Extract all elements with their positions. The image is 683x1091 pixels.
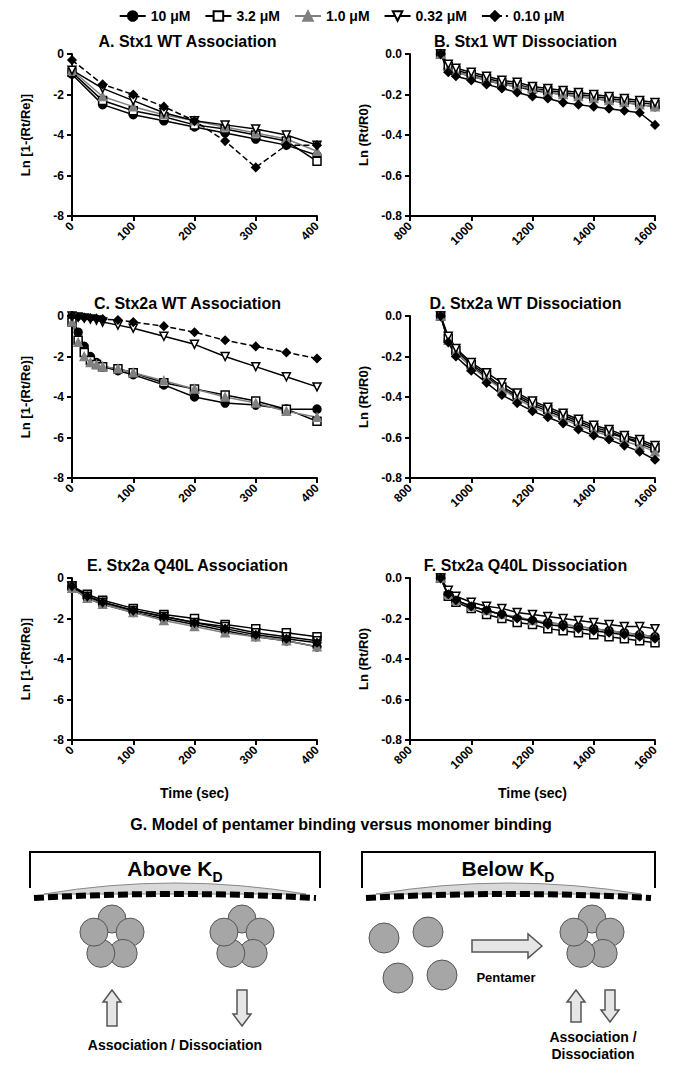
svg-text:-0.2: -0.2 bbox=[381, 350, 402, 364]
svg-text:400: 400 bbox=[298, 481, 322, 505]
svg-text:Association /: Association / bbox=[549, 1029, 636, 1045]
svg-text:1600: 1600 bbox=[631, 743, 660, 772]
svg-text:-8: -8 bbox=[53, 733, 64, 747]
svg-text:100: 100 bbox=[114, 743, 138, 767]
svg-text:0: 0 bbox=[62, 219, 77, 234]
svg-text:1400: 1400 bbox=[570, 481, 599, 510]
svg-text:300: 300 bbox=[237, 219, 261, 243]
svg-text:Ln (Rt/R0): Ln (Rt/R0) bbox=[356, 104, 371, 166]
svg-text:-8: -8 bbox=[53, 209, 64, 223]
svg-text:10 μM: 10 μM bbox=[151, 8, 191, 24]
svg-text:800: 800 bbox=[391, 743, 415, 767]
svg-text:-0.4: -0.4 bbox=[381, 390, 402, 404]
svg-text:800: 800 bbox=[391, 481, 415, 505]
svg-text:1.0 μM: 1.0 μM bbox=[326, 8, 370, 24]
svg-text:-2: -2 bbox=[53, 88, 64, 102]
svg-text:100: 100 bbox=[114, 481, 138, 505]
svg-text:0.0: 0.0 bbox=[385, 571, 402, 585]
svg-text:-0.6: -0.6 bbox=[381, 169, 402, 183]
svg-text:Ln (Rt/R0): Ln (Rt/R0) bbox=[356, 366, 371, 428]
svg-text:0: 0 bbox=[62, 481, 77, 496]
svg-text:400: 400 bbox=[298, 219, 322, 243]
svg-text:-0.6: -0.6 bbox=[381, 431, 402, 445]
svg-text:Ln [1-(Rt/Re)]: Ln [1-(Rt/Re)] bbox=[18, 356, 33, 438]
svg-text:-2: -2 bbox=[53, 612, 64, 626]
svg-text:300: 300 bbox=[237, 481, 261, 505]
svg-text:E. Stx2a Q40L Association: E. Stx2a Q40L Association bbox=[87, 557, 288, 574]
svg-text:Association / Dissociation: Association / Dissociation bbox=[88, 1037, 262, 1053]
svg-text:1600: 1600 bbox=[631, 481, 660, 510]
svg-text:0: 0 bbox=[57, 309, 64, 323]
svg-text:-0.4: -0.4 bbox=[381, 652, 402, 666]
svg-text:0.10 μM: 0.10 μM bbox=[513, 8, 564, 24]
svg-text:0.32 μM: 0.32 μM bbox=[416, 8, 467, 24]
svg-text:-0.4: -0.4 bbox=[381, 128, 402, 142]
svg-text:-0.2: -0.2 bbox=[381, 612, 402, 626]
svg-text:1400: 1400 bbox=[570, 219, 599, 248]
svg-text:-2: -2 bbox=[53, 350, 64, 364]
svg-text:200: 200 bbox=[175, 481, 199, 505]
svg-text:0.0: 0.0 bbox=[385, 309, 402, 323]
svg-text:-0.6: -0.6 bbox=[381, 693, 402, 707]
svg-text:-8: -8 bbox=[53, 471, 64, 485]
svg-text:Dissociation: Dissociation bbox=[551, 1046, 634, 1062]
svg-text:-6: -6 bbox=[53, 169, 64, 183]
svg-text:200: 200 bbox=[175, 743, 199, 767]
svg-text:1200: 1200 bbox=[509, 481, 538, 510]
svg-text:0: 0 bbox=[62, 743, 77, 758]
svg-text:Time (sec): Time (sec) bbox=[498, 785, 567, 801]
svg-text:B. Stx1 WT Dissociation: B. Stx1 WT Dissociation bbox=[434, 33, 617, 50]
svg-text:-0.2: -0.2 bbox=[381, 88, 402, 102]
svg-text:Ln [1-(Rt/Re)]: Ln [1-(Rt/Re)] bbox=[18, 618, 33, 700]
svg-text:-4: -4 bbox=[53, 390, 64, 404]
svg-text:400: 400 bbox=[298, 743, 322, 767]
svg-text:-0.8: -0.8 bbox=[381, 209, 402, 223]
svg-text:Time (sec): Time (sec) bbox=[160, 785, 229, 801]
svg-text:Below KD: Below KD bbox=[462, 857, 555, 885]
svg-text:300: 300 bbox=[237, 743, 261, 767]
svg-text:-0.8: -0.8 bbox=[381, 471, 402, 485]
svg-text:1600: 1600 bbox=[631, 219, 660, 248]
svg-text:Ln (Rt/R0): Ln (Rt/R0) bbox=[356, 628, 371, 690]
svg-text:D. Stx2a WT Dissociation: D. Stx2a WT Dissociation bbox=[429, 295, 621, 312]
svg-text:0: 0 bbox=[57, 47, 64, 61]
svg-text:-4: -4 bbox=[53, 128, 64, 142]
svg-text:-6: -6 bbox=[53, 693, 64, 707]
svg-text:0: 0 bbox=[57, 571, 64, 585]
svg-text:1000: 1000 bbox=[447, 743, 476, 772]
svg-text:-4: -4 bbox=[53, 652, 64, 666]
svg-text:Above KD: Above KD bbox=[127, 857, 222, 885]
svg-text:F. Stx2a Q40L Dissociation: F. Stx2a Q40L Dissociation bbox=[424, 557, 627, 574]
svg-text:100: 100 bbox=[114, 219, 138, 243]
svg-text:A. Stx1 WT Association: A. Stx1 WT Association bbox=[98, 33, 276, 50]
svg-text:C. Stx2a WT Association: C. Stx2a WT Association bbox=[94, 295, 281, 312]
svg-text:-0.8: -0.8 bbox=[381, 733, 402, 747]
svg-text:200: 200 bbox=[175, 219, 199, 243]
svg-text:1000: 1000 bbox=[447, 219, 476, 248]
svg-text:1400: 1400 bbox=[570, 743, 599, 772]
svg-text:3.2 μM: 3.2 μM bbox=[236, 8, 280, 24]
svg-text:Pentamer: Pentamer bbox=[476, 970, 535, 985]
svg-text:800: 800 bbox=[391, 219, 415, 243]
svg-text:Ln [1-(Rt/Re)]: Ln [1-(Rt/Re)] bbox=[18, 94, 33, 176]
svg-text:1000: 1000 bbox=[447, 481, 476, 510]
svg-text:-6: -6 bbox=[53, 431, 64, 445]
svg-text:1200: 1200 bbox=[509, 219, 538, 248]
svg-text:0.0: 0.0 bbox=[385, 47, 402, 61]
svg-text:1200: 1200 bbox=[509, 743, 538, 772]
svg-text:G. Model of pentamer binding v: G. Model of pentamer binding versus mono… bbox=[130, 816, 551, 833]
